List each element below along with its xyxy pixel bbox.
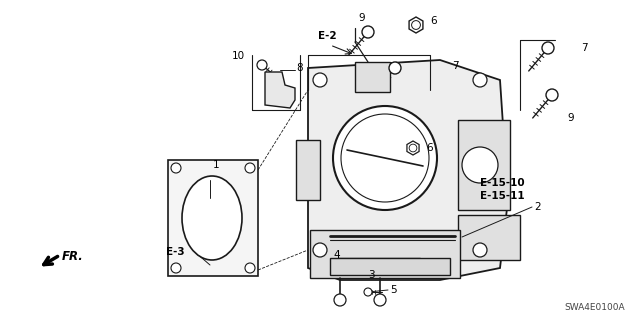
Text: E-3: E-3 xyxy=(166,247,185,257)
Bar xyxy=(458,120,510,210)
Bar xyxy=(310,230,460,278)
Text: FR.: FR. xyxy=(62,249,84,263)
Ellipse shape xyxy=(182,176,242,260)
Text: 9: 9 xyxy=(358,13,365,23)
Polygon shape xyxy=(265,72,295,108)
Circle shape xyxy=(171,163,181,173)
Text: 5: 5 xyxy=(390,285,397,295)
Text: 2: 2 xyxy=(534,202,541,212)
Circle shape xyxy=(313,73,327,87)
Circle shape xyxy=(473,73,487,87)
Text: E-15-10: E-15-10 xyxy=(480,178,525,188)
Circle shape xyxy=(257,60,267,70)
Circle shape xyxy=(542,42,554,54)
Circle shape xyxy=(333,106,437,210)
Bar xyxy=(168,160,258,276)
Text: E-15-11: E-15-11 xyxy=(480,191,525,201)
Bar xyxy=(458,215,520,260)
Circle shape xyxy=(334,294,346,306)
Circle shape xyxy=(171,263,181,273)
Text: 7: 7 xyxy=(581,43,588,53)
Circle shape xyxy=(462,147,498,183)
Circle shape xyxy=(473,243,487,257)
Circle shape xyxy=(362,26,374,38)
Text: 1: 1 xyxy=(213,160,220,170)
Circle shape xyxy=(313,243,327,257)
Circle shape xyxy=(341,114,429,202)
Polygon shape xyxy=(407,141,419,155)
Circle shape xyxy=(374,294,386,306)
Text: E-2: E-2 xyxy=(318,31,337,41)
Circle shape xyxy=(389,62,401,74)
Polygon shape xyxy=(308,60,508,280)
Circle shape xyxy=(546,89,558,101)
Text: 10: 10 xyxy=(232,51,245,61)
Text: 6: 6 xyxy=(426,143,433,153)
Bar xyxy=(355,62,390,92)
Circle shape xyxy=(412,21,420,29)
Text: 9: 9 xyxy=(567,113,573,123)
Circle shape xyxy=(364,288,372,296)
Text: 8: 8 xyxy=(296,63,303,73)
Circle shape xyxy=(245,163,255,173)
Bar xyxy=(338,258,420,272)
Text: 6: 6 xyxy=(430,16,436,26)
Circle shape xyxy=(245,263,255,273)
Text: 7: 7 xyxy=(452,61,459,71)
Bar xyxy=(330,258,450,275)
Text: 4: 4 xyxy=(333,250,340,260)
Text: SWA4E0100A: SWA4E0100A xyxy=(564,303,625,313)
Bar xyxy=(296,140,320,200)
Polygon shape xyxy=(409,17,423,33)
Text: 3: 3 xyxy=(369,270,375,280)
Circle shape xyxy=(409,144,417,152)
